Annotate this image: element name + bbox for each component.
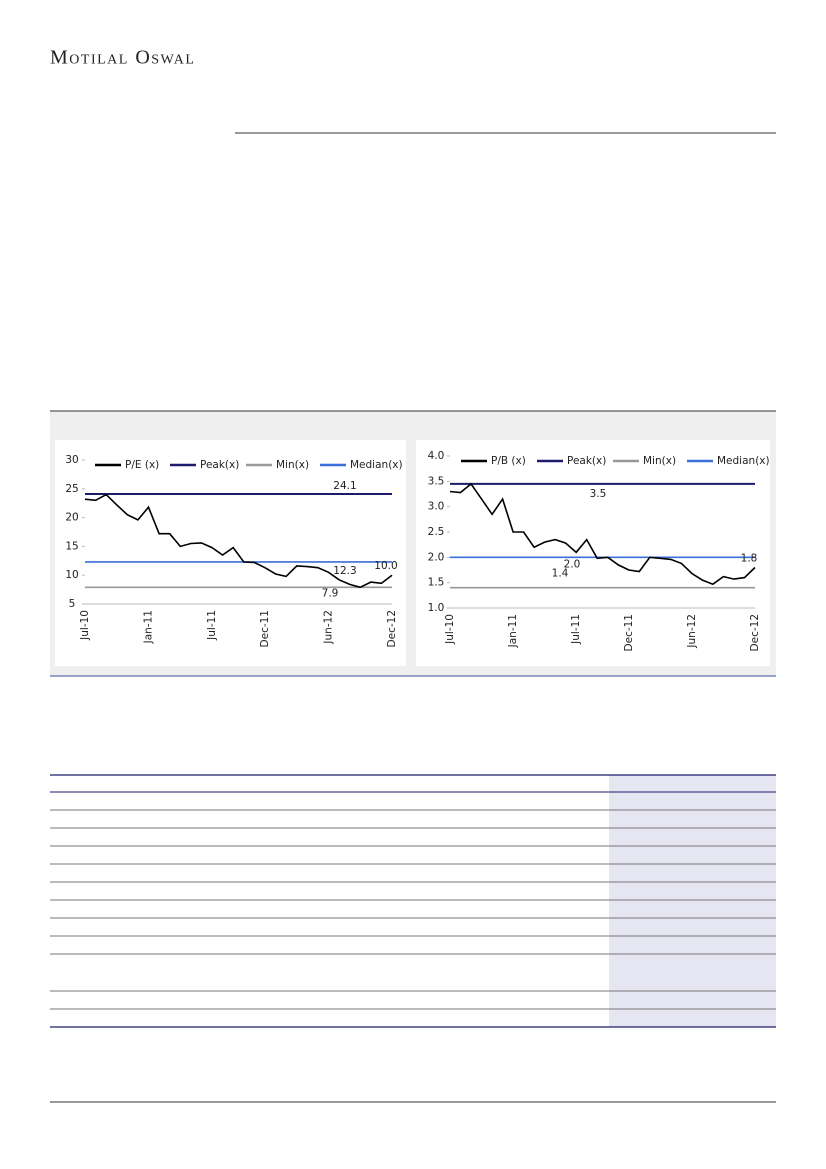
y-tick-label: 25 [65, 483, 78, 495]
legend-label: Peak(x) [567, 455, 606, 467]
data-label: 10.0 [374, 560, 397, 572]
y-tick-label: 2.0 [428, 551, 445, 563]
x-tick-label: Jul-11 [570, 614, 582, 645]
x-tick-label: Jun-12 [322, 610, 334, 645]
reference-label: 3.5 [590, 488, 607, 500]
x-tick-label: Jul-10 [444, 614, 456, 645]
x-tick-label: Jan-11 [507, 614, 519, 648]
shaded-column [609, 775, 776, 1027]
legend-label: Min(x) [276, 459, 309, 471]
legend-label: Median(x) [717, 455, 770, 467]
chart-panel [55, 440, 406, 666]
reference-label: 1.4 [552, 568, 569, 580]
reference-label: 2.0 [564, 558, 581, 570]
y-tick-label: 3.0 [428, 501, 445, 513]
x-tick-label: Dec-11 [259, 610, 271, 647]
y-tick-label: 1.0 [428, 602, 445, 614]
legend-label: Min(x) [643, 455, 676, 467]
y-tick-label: 2.5 [428, 526, 445, 538]
y-tick-label: 5 [69, 598, 76, 610]
brand: Motilal Oswal [50, 47, 195, 69]
x-tick-label: Jul-11 [206, 610, 218, 641]
legend-label: Median(x) [350, 459, 403, 471]
y-tick-label: 10 [65, 569, 78, 581]
x-tick-label: Jan-11 [143, 610, 155, 644]
table [50, 774, 776, 1028]
legend-label: P/B (x) [491, 455, 526, 467]
series-line [449, 482, 756, 586]
x-tick-label: Dec-12 [386, 610, 398, 647]
data-label: 1.8 [741, 552, 758, 564]
x-tick-label: Jun-12 [686, 614, 698, 649]
y-tick-label: 30 [65, 454, 78, 466]
reference-label: 24.1 [333, 480, 356, 492]
chart-panel [416, 440, 770, 666]
y-tick-label: 15 [65, 540, 78, 552]
y-tick-label: 3.5 [428, 475, 445, 487]
x-tick-label: Dec-12 [749, 614, 761, 651]
y-tick-label: 20 [65, 512, 78, 524]
series-line [84, 493, 393, 589]
x-tick-label: Jul-10 [79, 610, 91, 641]
legend-label: P/E (x) [125, 459, 159, 471]
y-tick-label: 4.0 [428, 450, 445, 462]
reference-label: 7.9 [322, 587, 339, 599]
reference-label: 12.3 [333, 565, 356, 577]
legend-label: Peak(x) [200, 459, 239, 471]
y-tick-label: 1.5 [428, 577, 445, 589]
x-tick-label: Dec-11 [623, 614, 635, 651]
